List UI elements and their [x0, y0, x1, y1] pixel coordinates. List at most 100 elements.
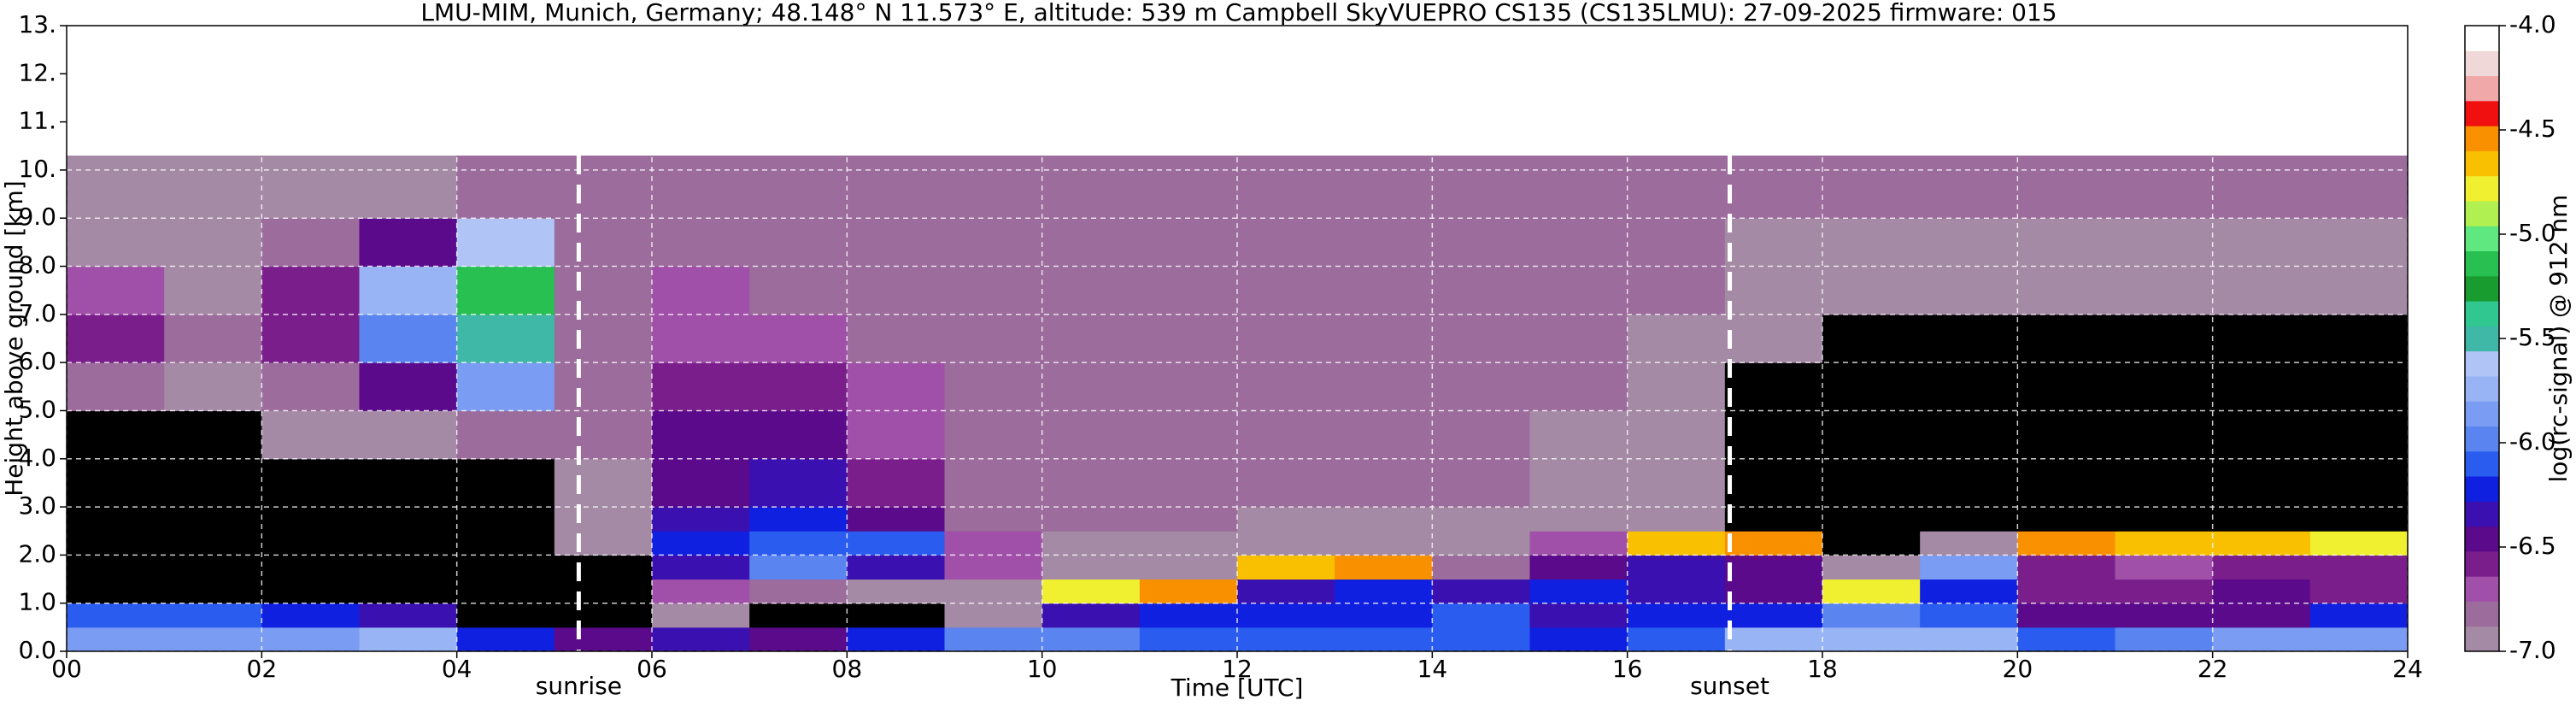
heatmap-cell	[2309, 218, 2409, 268]
heatmap-cell	[1139, 603, 1238, 628]
x-tick-label: 18	[1807, 655, 1838, 683]
heatmap-cell	[1335, 156, 1433, 219]
heatmap-cell	[1139, 156, 1238, 219]
heatmap-cell	[652, 627, 750, 652]
heatmap-cell	[2309, 362, 2409, 411]
heatmap-cell	[749, 458, 848, 508]
colorbar-swatch	[2465, 26, 2499, 51]
colorbar-swatch	[2465, 450, 2499, 477]
heatmap-cell	[652, 314, 750, 363]
heatmap-cell	[1920, 458, 2018, 508]
heatmap-cell	[1529, 603, 1628, 628]
colorbar-swatch	[2465, 200, 2499, 227]
heatmap-cell	[944, 627, 1043, 652]
heatmap-cell	[1822, 314, 1921, 363]
heatmap-cell	[1822, 603, 1921, 628]
y-tick-label: 2.0	[18, 539, 56, 568]
heatmap-cell	[1042, 218, 1141, 268]
x-tick-label: 10	[1027, 655, 1058, 683]
heatmap-cell	[164, 362, 262, 411]
heatmap-cell	[261, 603, 360, 628]
x-tick-label: 02	[247, 655, 278, 683]
heatmap-cell	[1724, 218, 1823, 268]
heatmap-cell	[749, 603, 848, 628]
heatmap-cell	[1139, 314, 1238, 363]
colorbar-swatch	[2465, 275, 2499, 302]
heatmap-cell	[164, 627, 262, 652]
x-tick-label: 20	[2003, 655, 2033, 683]
heatmap-cell	[1432, 579, 1530, 604]
heatmap-cell	[1724, 410, 1823, 460]
heatmap-cell	[1529, 156, 1628, 219]
heatmap-cell	[847, 218, 945, 268]
heatmap-cell	[554, 603, 653, 628]
heatmap-cell	[1920, 218, 2018, 268]
colorbar-swatch	[2465, 326, 2499, 352]
heatmap-cell	[1432, 507, 1530, 532]
heatmap-cell	[1822, 266, 1921, 315]
heatmap-cell	[2115, 458, 2214, 508]
colorbar-swatch	[2465, 100, 2499, 126]
heatmap-cell	[2017, 156, 2115, 219]
heatmap-cell	[456, 314, 555, 363]
heatmap-cell	[652, 218, 750, 268]
heatmap-cell	[1237, 266, 1335, 315]
colorbar-swatch	[2465, 175, 2499, 202]
heatmap-cell	[261, 362, 360, 411]
heatmap-cell	[847, 458, 945, 508]
heatmap-cell	[1822, 218, 1921, 268]
heatmap-cell	[1335, 603, 1433, 628]
heatmap-cell	[2212, 531, 2311, 556]
heatmap-cell	[164, 458, 262, 508]
heatmap-cell	[2115, 555, 2214, 580]
heatmap-cell	[749, 156, 848, 219]
heatmap-cell	[1920, 531, 2018, 556]
heatmap-cell	[1529, 627, 1628, 652]
colorbar-swatch	[2465, 75, 2499, 102]
heatmap-cell	[261, 458, 360, 508]
heatmap-cell	[1432, 314, 1530, 363]
heatmap-cell	[944, 579, 1043, 604]
heatmap-cell	[1237, 218, 1335, 268]
heatmap-cell	[944, 218, 1043, 268]
heatmap-cell	[67, 362, 165, 411]
heatmap-cell	[1724, 314, 1823, 363]
annotation-label: sunrise	[536, 672, 622, 700]
heatmap-cell	[1724, 579, 1823, 604]
heatmap-cell	[1529, 507, 1628, 532]
heatmap-cell	[2115, 362, 2214, 411]
heatmap-cell	[456, 156, 555, 219]
heatmap-cell	[1724, 507, 1823, 532]
heatmap-cell	[1237, 156, 1335, 219]
heatmap-cell	[1529, 579, 1628, 604]
colorbar-tick-label: -5.0	[2509, 219, 2556, 247]
heatmap-cell	[456, 627, 555, 652]
colorbar-tick-label: -4.5	[2509, 115, 2556, 143]
x-tick-label: 22	[2198, 655, 2228, 683]
y-tick-label: 6.0	[18, 347, 56, 375]
heatmap-cell	[1042, 579, 1141, 604]
heatmap-cell	[359, 156, 458, 219]
heatmap-cell	[1920, 362, 2018, 411]
heatmap-cell	[2212, 458, 2311, 508]
heatmap-cell	[1529, 218, 1628, 268]
heatmap-cell	[1822, 362, 1921, 411]
colorbar-swatch	[2465, 601, 2499, 627]
heatmap-cell	[1432, 603, 1530, 628]
heatmap-cell	[261, 314, 360, 363]
heatmap-cell	[944, 603, 1043, 628]
heatmap-cell	[2017, 603, 2115, 628]
heatmap-cell	[2017, 555, 2115, 580]
heatmap-cell	[1432, 410, 1530, 460]
heatmap-cell	[1432, 531, 1530, 556]
heatmap-cell	[1335, 410, 1433, 460]
heatmap-cell	[1335, 218, 1433, 268]
heatmap-cell	[67, 314, 165, 363]
heatmap-cell	[1920, 603, 2018, 628]
heatmap-cell	[2212, 218, 2311, 268]
heatmap-cell	[1432, 218, 1530, 268]
heatmap-cell	[67, 531, 165, 556]
heatmap-cell	[359, 627, 458, 652]
heatmap-cell	[67, 218, 165, 268]
